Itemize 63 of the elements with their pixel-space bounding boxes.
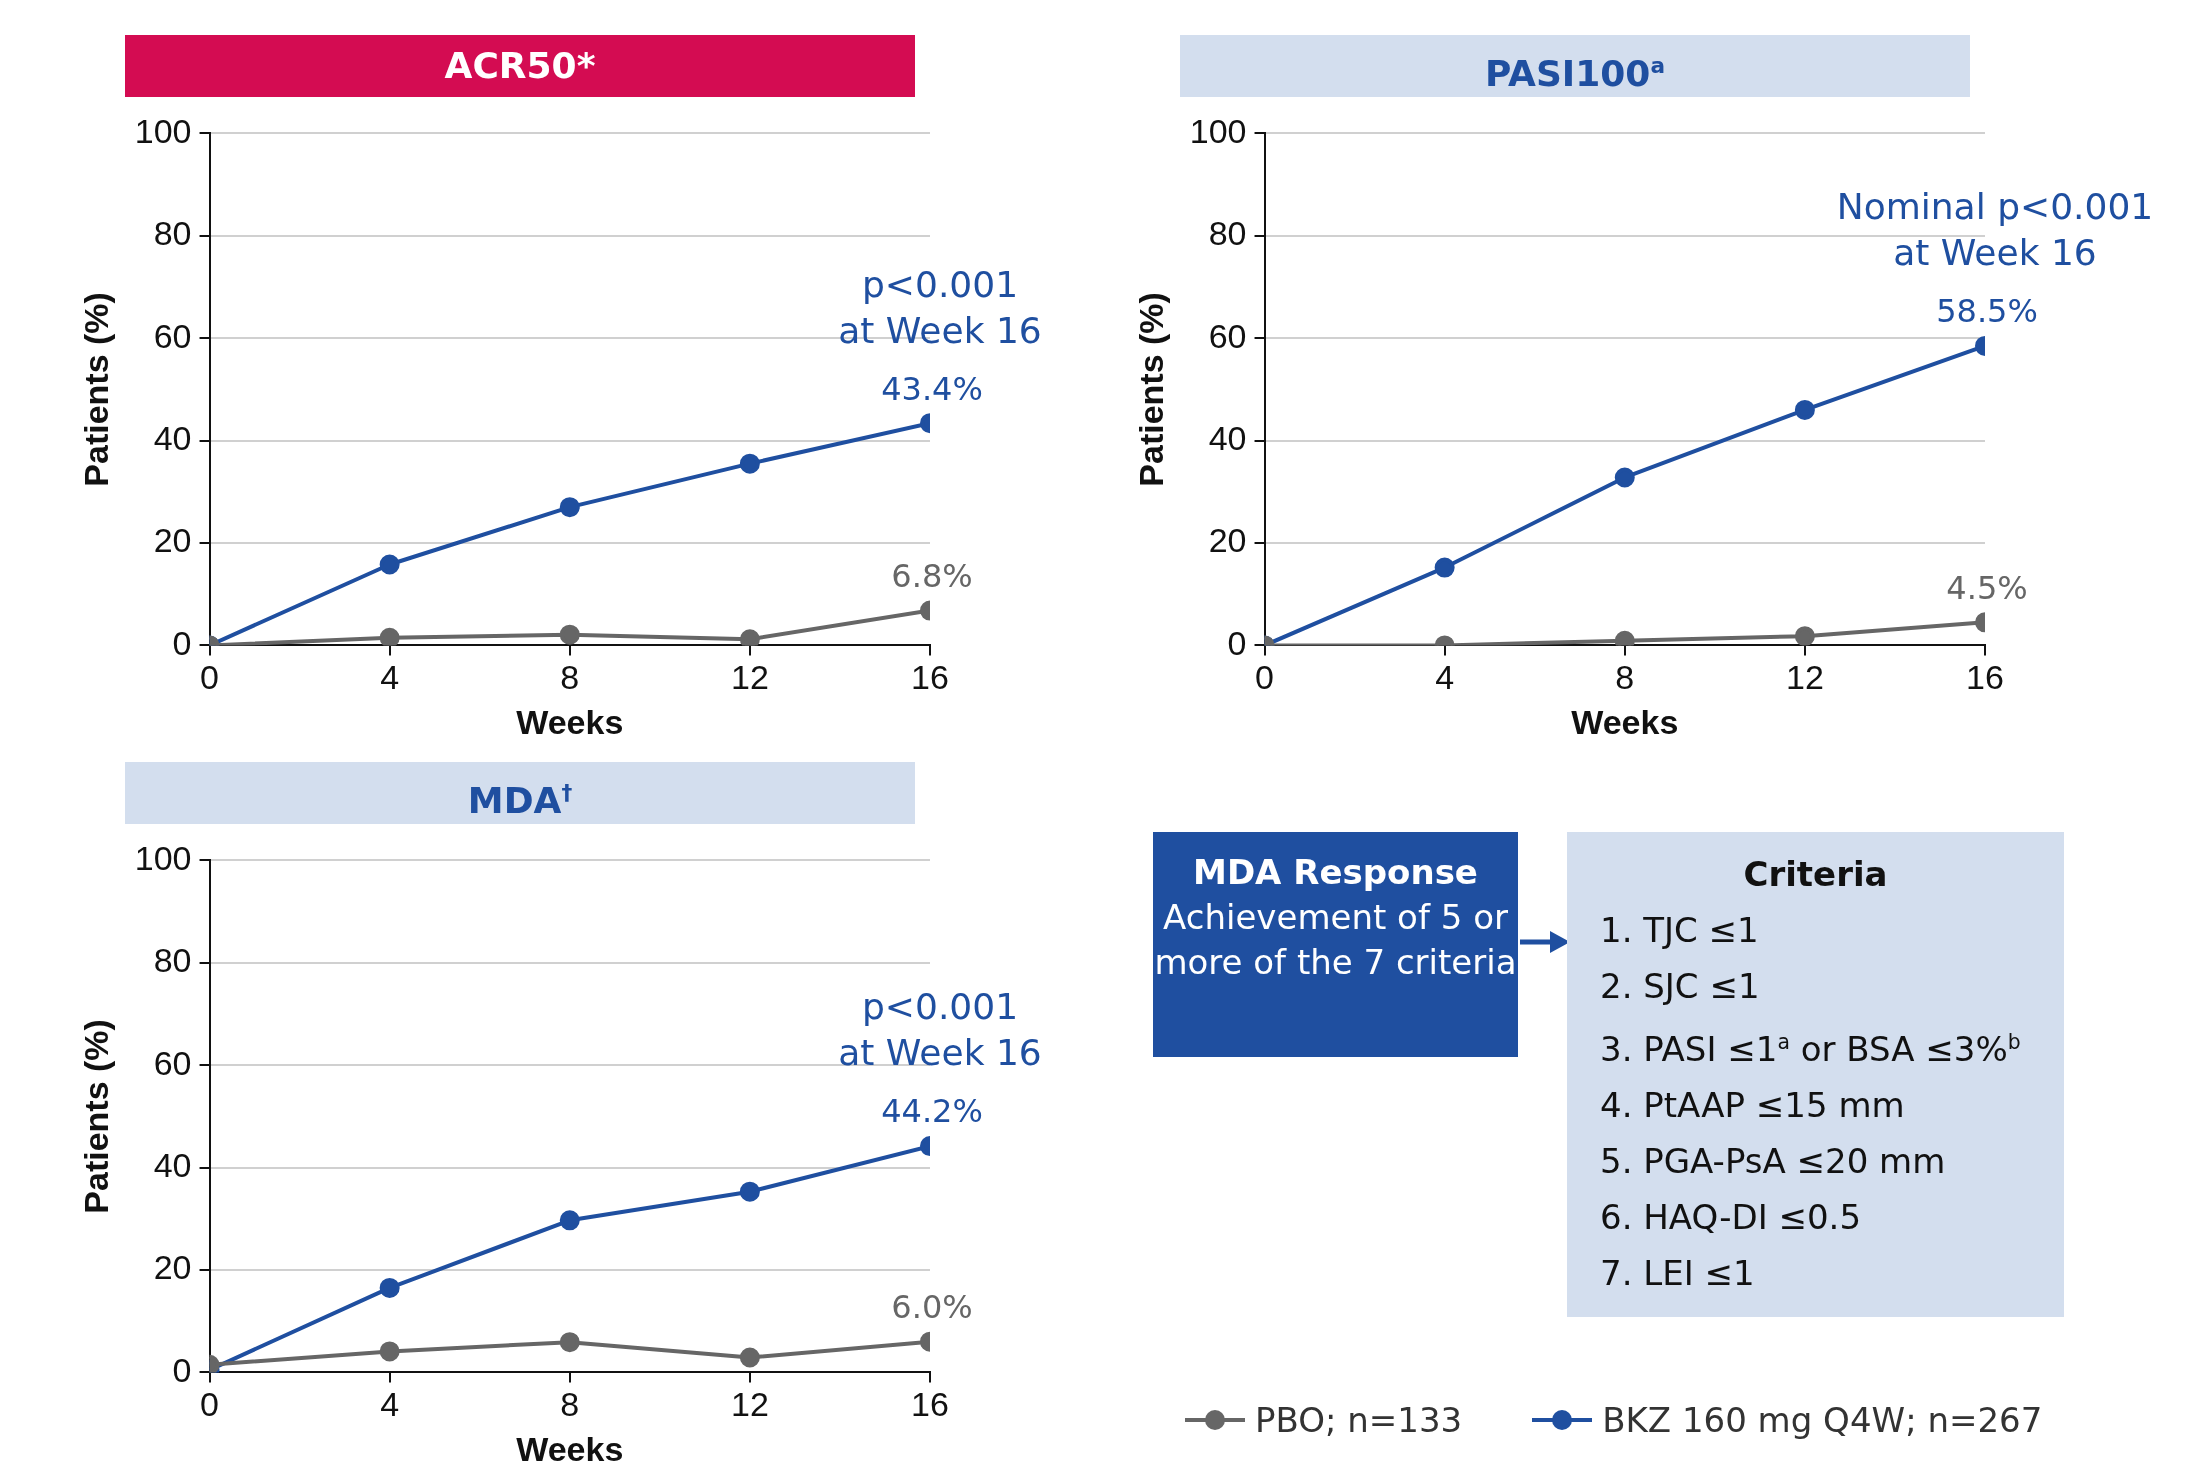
x-tick-label: 12 [1785,658,1824,697]
text: 2. SJC ≤1 [1600,965,1761,1008]
x-tick-label: 4 [380,1385,400,1424]
annotation: Nominal p<0.001 at Week 16 [1836,186,2154,274]
y-axis-title: Patients (%) [1131,292,1170,487]
x-tick-label: 0 [200,1385,219,1424]
x-axis-title: Weeks [516,702,624,741]
text: MDA Response [1193,852,1478,892]
chart-title: MDA$^{†}$ [125,762,915,824]
text: 6. HAQ-DI ≤0.5 [1600,1196,1863,1240]
x-tick-label: 8 [560,1385,580,1424]
data-label: 6.0% [891,1287,973,1326]
y-tick-label: 80 [153,214,192,253]
data-label: 44.2% [881,1092,983,1131]
x-tick-label: 12 [730,1385,769,1424]
x-tick-label: 16 [911,1385,949,1424]
chart-title: PASI100$^{a}$ [1180,35,1970,97]
y-tick-label: 60 [1208,316,1247,355]
x-axis-title: Weeks [1571,702,1679,741]
legend-label: BKZ 160 mg Q4W; n=267 [1602,1400,2043,1440]
x-tick-label: 16 [911,658,949,697]
x-tick-label: 8 [1615,658,1635,697]
text: Achievement of 5 or more of the 7 criteria [1154,897,1517,982]
y-tick-label: 100 [1189,111,1247,150]
x-tick-label: 12 [730,658,769,697]
y-tick-label: 80 [1208,214,1247,253]
y-tick-label: 100 [134,838,192,877]
x-tick-label: 16 [1966,658,2004,697]
y-tick-label: 0 [172,1350,192,1389]
text: 5. PGA-PsA ≤20 mm [1600,1140,1947,1184]
legend-label: PBO; n=133 [1255,1400,1463,1440]
y-tick-label: 40 [1208,418,1247,457]
x-tick-label: 0 [200,658,219,697]
x-tick-label: 0 [1255,658,1274,697]
x-tick-label: 8 [560,658,580,697]
data-label: 43.4% [881,369,983,408]
data-label: 6.8% [891,556,973,595]
y-tick-label: 80 [153,941,192,980]
data-label: 4.5% [1946,568,2028,607]
y-tick-label: 40 [153,418,192,457]
y-axis-title: Patients (%) [76,292,115,487]
y-tick-label: 60 [153,1043,192,1082]
y-axis-title: Patients (%) [76,1019,115,1214]
y-tick-label: 20 [153,521,192,560]
text: 7. LEI ≤1 [1600,1252,1756,1296]
chart-title: ACR50* [125,35,915,97]
text: 1. TJC ≤1 [1600,909,1760,952]
annotation: p<0.001 at Week 16 [838,263,1042,351]
annotation: p<0.001 at Week 16 [838,986,1042,1074]
x-axis-title: Weeks [516,1429,624,1463]
y-tick-label: 20 [1208,521,1247,560]
data-label: 58.5% [1936,292,2038,331]
text: 4. PtAAP ≤15 mm [1600,1084,1906,1128]
y-tick-label: 60 [153,316,192,355]
text: Criteria [1742,853,1889,896]
y-tick-label: 20 [153,1248,192,1287]
y-tick-label: 40 [153,1145,192,1184]
x-tick-label: 4 [1435,658,1455,697]
y-tick-label: 100 [134,111,192,150]
y-tick-label: 0 [172,623,192,662]
text: 3. PASI ≤1$^{a}$ or BSA ≤3%$^{b}$ [1600,1028,2022,1072]
x-tick-label: 4 [380,658,400,697]
y-tick-label: 0 [1227,623,1247,662]
